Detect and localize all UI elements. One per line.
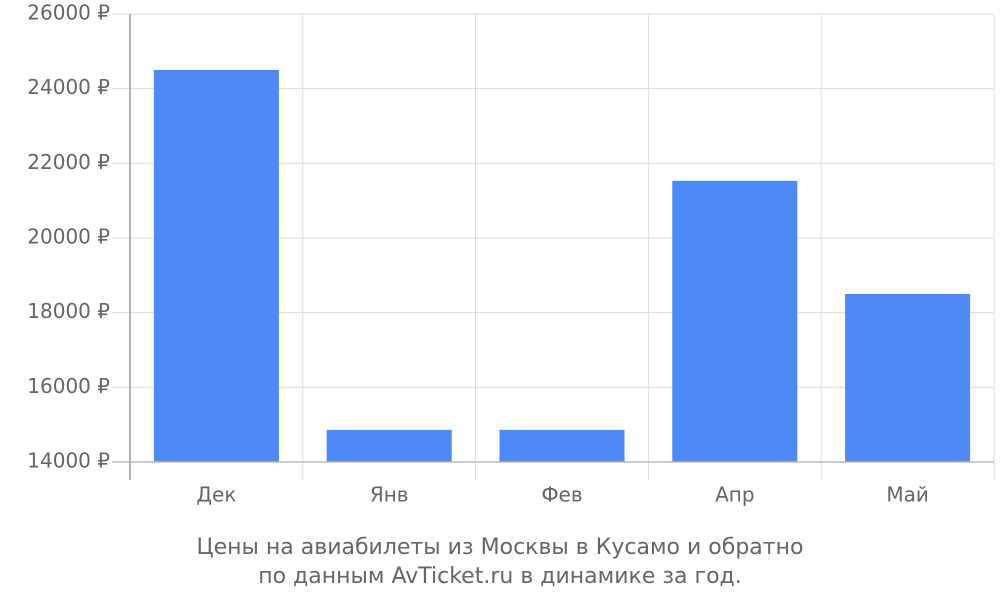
bar xyxy=(153,70,279,462)
x-tick-label: Май xyxy=(886,483,929,507)
bar xyxy=(672,180,798,462)
y-tick-label: 16000 ₽ xyxy=(27,374,110,398)
y-tick-label: 24000 ₽ xyxy=(27,75,110,99)
bar xyxy=(499,429,625,462)
caption-line: по данным AvTicket.ru в динамике за год. xyxy=(258,564,742,589)
x-tick-label: Фев xyxy=(541,483,582,507)
y-tick-label: 20000 ₽ xyxy=(27,225,110,249)
bar xyxy=(845,294,971,462)
y-tick-label: 18000 ₽ xyxy=(27,299,110,323)
x-tick-label: Апр xyxy=(715,483,754,507)
caption-line: Цены на авиабилеты из Москвы в Кусамо и … xyxy=(197,535,804,560)
x-tick-label: Янв xyxy=(370,483,409,507)
bar xyxy=(326,429,452,462)
y-tick-label: 14000 ₽ xyxy=(27,449,110,473)
x-tick-label: Дек xyxy=(196,483,236,507)
y-tick-label: 22000 ₽ xyxy=(27,150,110,174)
y-tick-label: 26000 ₽ xyxy=(27,1,110,25)
